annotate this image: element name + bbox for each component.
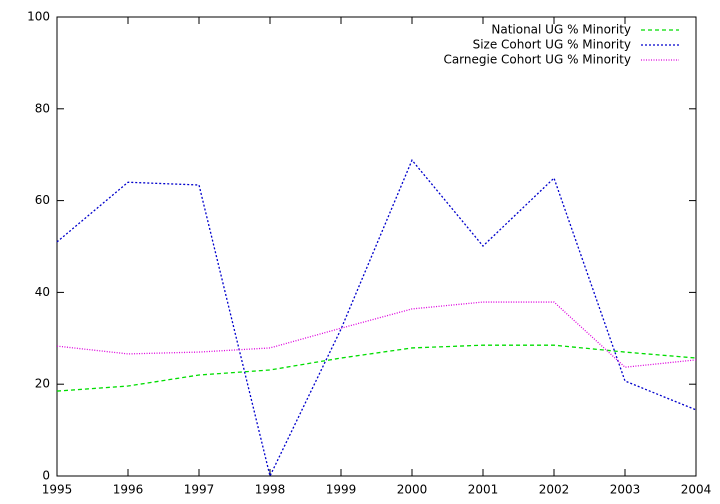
- x-tick-label: 1999: [326, 483, 357, 497]
- legend-label: Size Cohort UG % Minority: [473, 38, 631, 52]
- x-tick-label: 2000: [397, 483, 428, 497]
- y-tick-label: 100: [27, 10, 50, 24]
- y-tick-label: 40: [35, 285, 50, 299]
- x-tick-label: 2004: [681, 483, 712, 497]
- x-tick-label: 1997: [184, 483, 215, 497]
- y-tick-label: 0: [42, 469, 50, 483]
- x-tick-label: 1998: [255, 483, 286, 497]
- series-line: [56, 344, 697, 392]
- x-tick-label: 2001: [468, 483, 499, 497]
- x-tick-label: 1996: [113, 483, 144, 497]
- y-tick-label: 60: [35, 193, 50, 207]
- y-tick-label: 20: [35, 377, 50, 391]
- legend-label: National UG % Minority: [491, 23, 631, 37]
- series-line: [56, 158, 697, 478]
- plot-frame: [56, 16, 697, 477]
- legend-label: Carnegie Cohort UG % Minority: [443, 53, 631, 67]
- x-tick-label: 1995: [42, 483, 73, 497]
- y-tick-label: 80: [35, 101, 50, 115]
- x-tick-label: 2002: [539, 483, 570, 497]
- x-tick-label: 2003: [610, 483, 641, 497]
